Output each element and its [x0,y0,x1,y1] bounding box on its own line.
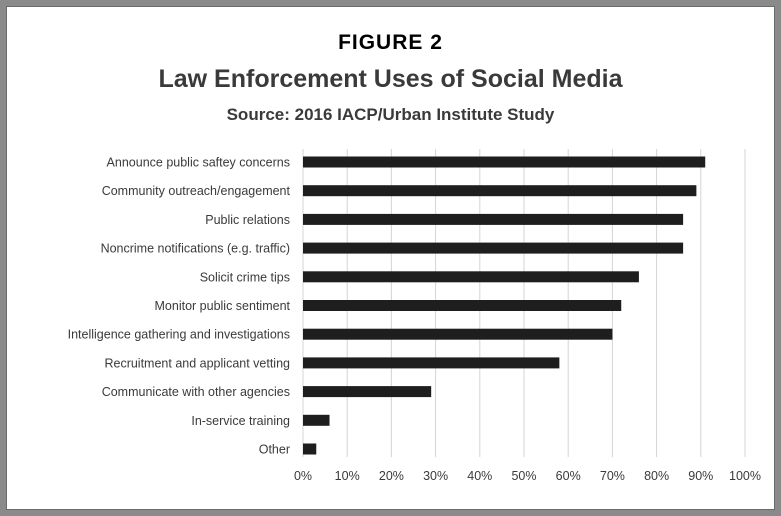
category-label: Community outreach/engagement [102,184,291,198]
category-label: Public relations [205,213,290,227]
bar [303,185,697,197]
category-label: Other [259,443,290,457]
category-label: Monitor public sentiment [155,299,291,313]
category-label: In-service training [191,414,290,428]
chart-title: Law Enforcement Uses of Social Media [158,65,623,93]
x-tick-label: 90% [688,469,713,483]
x-tick-label: 80% [644,469,669,483]
x-tick-label: 100% [729,469,761,483]
category-label: Communicate with other agencies [102,385,290,399]
figure-frame: FIGURE 2 Law Enforcement Uses of Social … [6,6,775,510]
bar [303,156,706,168]
x-tick-label: 10% [335,469,360,483]
bar [303,328,613,340]
figure-label: FIGURE 2 [338,31,443,54]
x-tick-label: 60% [556,469,581,483]
x-tick-label: 30% [423,469,448,483]
category-label: Recruitment and applicant vetting [104,356,290,370]
category-label: Noncrime notifications (e.g. traffic) [101,242,290,256]
bar [303,414,330,426]
bar-chart: 0% 10% 20% 30% 40% 50% 60% 70% 80% 90% 100% Announc… [68,149,761,483]
bar [303,242,684,254]
x-tick-label: 70% [600,469,625,483]
x-tick-label: 20% [379,469,404,483]
chart-subtitle: Source: 2016 IACP/Urban Institute Study [226,105,555,124]
x-tick-label: 40% [467,469,492,483]
bar [303,443,317,455]
category-label: Intelligence gathering and investigation… [68,328,290,342]
bar [303,300,622,311]
bar [303,386,432,398]
category-label: Solicit crime tips [200,270,290,284]
bar [303,213,684,225]
bar [303,271,639,283]
category-label: Announce public saftey concerns [107,156,290,170]
x-tick-label: 0% [294,469,312,483]
bar [303,357,560,369]
x-tick-label: 50% [511,469,536,483]
